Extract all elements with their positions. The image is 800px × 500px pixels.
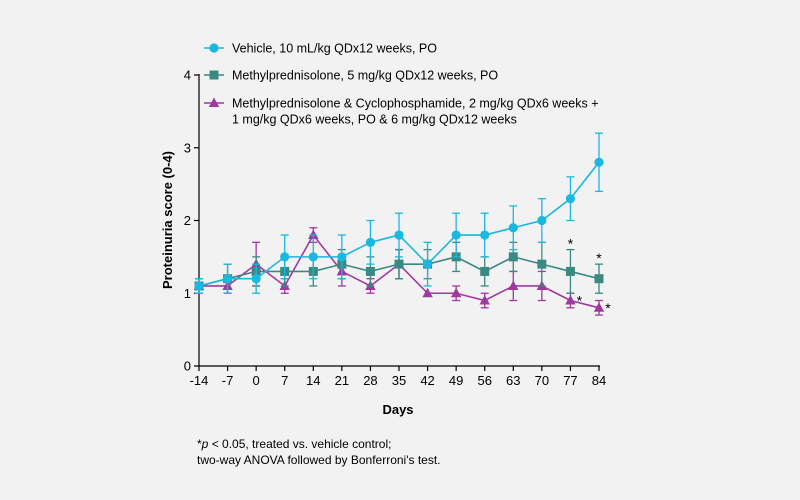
data-point: [394, 230, 404, 240]
data-point: [365, 266, 375, 276]
x-tick-label: 63: [506, 373, 520, 388]
series-1: [194, 132, 604, 294]
data-point: [222, 274, 233, 284]
x-tick-label: 35: [392, 373, 406, 388]
legend-label: Vehicle, 10 mL/kg QDx12 weeks, PO: [232, 42, 437, 56]
x-tick-label: 28: [363, 373, 377, 388]
x-tick-label: 84: [592, 373, 606, 388]
data-point: [280, 252, 290, 262]
x-tick-label: 42: [420, 373, 434, 388]
legend-item-2: Methylprednisolone, 5 mg/kg QDx12 weeks,…: [204, 69, 498, 83]
data-point: [365, 237, 376, 247]
legend-item-3: Methylprednisolone & Cyclophosphamide, 2…: [204, 97, 599, 127]
data-point: [451, 230, 461, 240]
data-point: [422, 259, 433, 269]
footnote-line-2: two-way ANOVA followed by Bonferroni's t…: [197, 453, 441, 467]
legend-label: Methylprednisolone, 5 mg/kg QDx12 weeks,…: [232, 69, 498, 83]
legend: Vehicle, 10 mL/kg QDx12 weeks, PO Methylp…: [204, 42, 599, 127]
data-point: [594, 274, 604, 284]
data-point: [480, 266, 490, 276]
y-tick-label: 0: [184, 359, 191, 374]
y-tick-label: 1: [184, 286, 191, 301]
footnote-line-1: *p < 0.05, treated vs. vehicle control;: [197, 436, 441, 452]
plot-series: * * * *: [193, 132, 611, 316]
x-tick-label: 14: [306, 373, 320, 388]
legend-item-1: Vehicle, 10 mL/kg QDx12 weeks, PO: [204, 42, 437, 56]
data-point: [537, 259, 547, 269]
data-point: [450, 287, 462, 298]
footnote: *p < 0.05, treated vs. vehicle control; …: [197, 436, 441, 468]
x-tick-label: 0: [253, 373, 260, 388]
legend-marker: [208, 97, 220, 107]
legend-marker: [209, 70, 219, 80]
data-point: [508, 280, 519, 290]
data-point: [394, 259, 404, 269]
data-point: [508, 223, 518, 233]
y-tick-label: 3: [184, 140, 191, 155]
x-tick-label: 49: [449, 373, 463, 388]
x-tick-label: 77: [563, 373, 577, 388]
x-axis-label: Days: [382, 402, 413, 417]
x-tick-label: 70: [535, 373, 549, 388]
y-axis-label: Proteinuria score (0-4): [160, 151, 175, 289]
data-point: [565, 194, 576, 204]
data-point: [308, 252, 318, 262]
legend-marker: [209, 43, 219, 53]
data-point: [565, 295, 576, 305]
x-tick-label: -14: [190, 373, 209, 388]
data-point: [594, 157, 604, 167]
data-point: [593, 302, 605, 312]
data-point: [337, 252, 347, 262]
data-point: [565, 266, 575, 276]
data-point: [251, 274, 261, 284]
significance-mark: *: [577, 293, 583, 309]
significance-mark: *: [596, 250, 602, 266]
x-tick-label: 7: [281, 373, 288, 388]
data-point: [537, 215, 547, 226]
footnote-star: *: [197, 437, 202, 451]
y-tick-label: 4: [184, 68, 191, 83]
significance-mark: *: [568, 236, 574, 252]
x-tick-label: 21: [335, 373, 349, 388]
significance-mark: *: [605, 300, 611, 316]
legend-label: 1 mg/kg QDx6 weeks, PO & 6 mg/kg QDx12 w…: [232, 113, 517, 127]
footnote-line-1-text: < 0.05, treated vs. vehicle control;: [208, 437, 392, 451]
data-point: [194, 281, 204, 291]
legend-label: Methylprednisolone & Cyclophosphamide, 2…: [232, 97, 599, 111]
data-point: [308, 229, 319, 240]
y-tick-label: 2: [184, 213, 191, 228]
footnote-p: p: [201, 437, 209, 451]
data-point: [480, 230, 490, 240]
data-point: [422, 287, 433, 298]
axes: 0 1 2 3 4 -14 -7 0 7 14 21 28 35 42 49 56 63 70 77 84: [184, 68, 606, 389]
x-tick-label: -7: [222, 373, 234, 388]
data-point: [508, 252, 518, 262]
data-point: [479, 295, 490, 305]
x-tick-label: 56: [477, 373, 491, 388]
